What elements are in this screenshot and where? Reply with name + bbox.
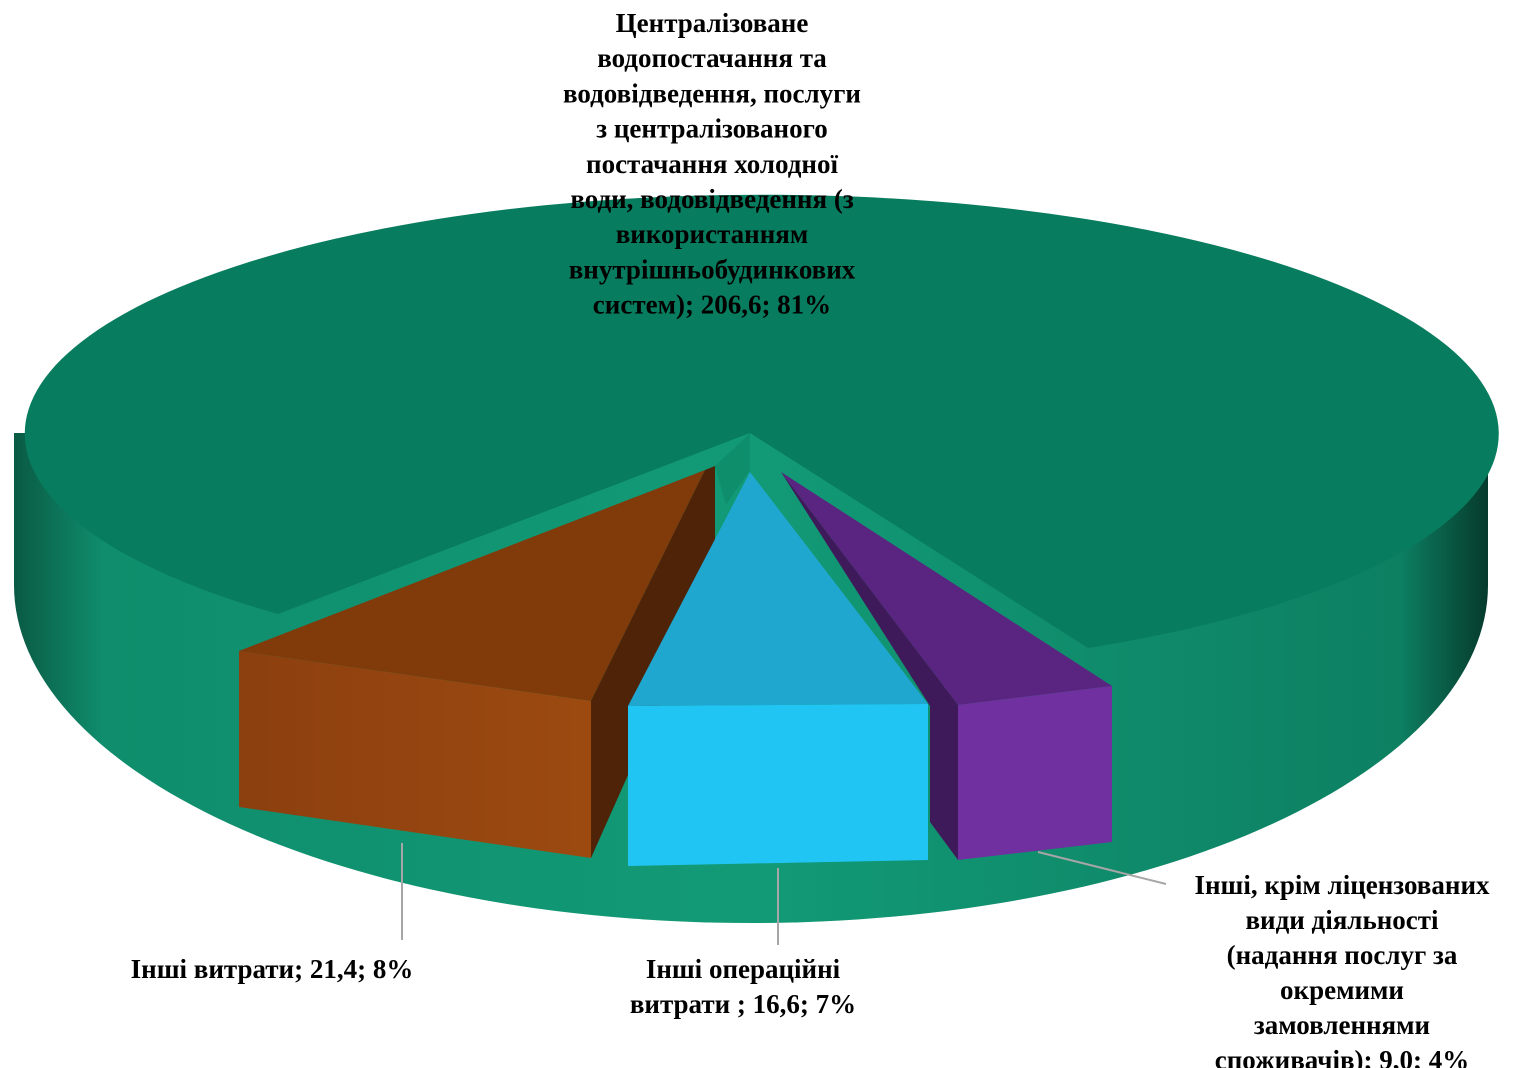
label-licensed: Інші, крім ліцензованих види діяльності (н…	[1194, 870, 1490, 1068]
label-line: постачання холодної	[586, 149, 838, 179]
label-line: систем); 206,6; 81%	[593, 290, 831, 320]
slice-water-top	[24, 194, 1499, 648]
slice-water-notch	[715, 433, 750, 505]
slice-licensed-top	[781, 472, 1112, 705]
label-line: види діяльності	[1245, 905, 1439, 935]
label-line: Інші, крім ліцензованих	[1194, 870, 1490, 900]
label-line: Централізоване	[616, 8, 809, 38]
slice-licensed-cut	[781, 472, 958, 860]
label-other-expenses: Інші витрати; 21,4; 8%	[131, 954, 414, 984]
slice-other-expenses-side	[239, 651, 591, 858]
label-line: з централізованого	[596, 114, 827, 144]
label-operating: Інші операційні витрати ; 16,6; 7%	[630, 954, 856, 1019]
label-line: водопостачання та	[597, 43, 827, 73]
label-line: внутрішньобудинкових	[569, 254, 856, 284]
label-line: окремими	[1280, 975, 1404, 1005]
label-line: Інші витрати; 21,4; 8%	[131, 954, 414, 984]
label-line: водовідведення, послуги	[563, 78, 861, 108]
label-line: замовленнями	[1254, 1010, 1430, 1040]
label-line: Інші операційні	[646, 954, 841, 984]
label-line: води, водовідведення (з	[570, 184, 853, 214]
slice-other-expenses-top	[239, 470, 705, 701]
label-line: витрати ; 16,6; 7%	[630, 989, 856, 1019]
slice-operating-top	[628, 472, 928, 706]
label-water: Централізоване водопостачання та водовідве…	[563, 8, 861, 320]
label-line: споживачів); 9,0; 4%	[1215, 1045, 1470, 1068]
slice-licensed-side	[958, 686, 1112, 860]
label-line: використанням	[616, 219, 809, 249]
slice-operating-side	[628, 704, 928, 866]
leader-line-licensed	[1037, 851, 1167, 885]
label-line: (надання послуг за	[1227, 940, 1458, 970]
